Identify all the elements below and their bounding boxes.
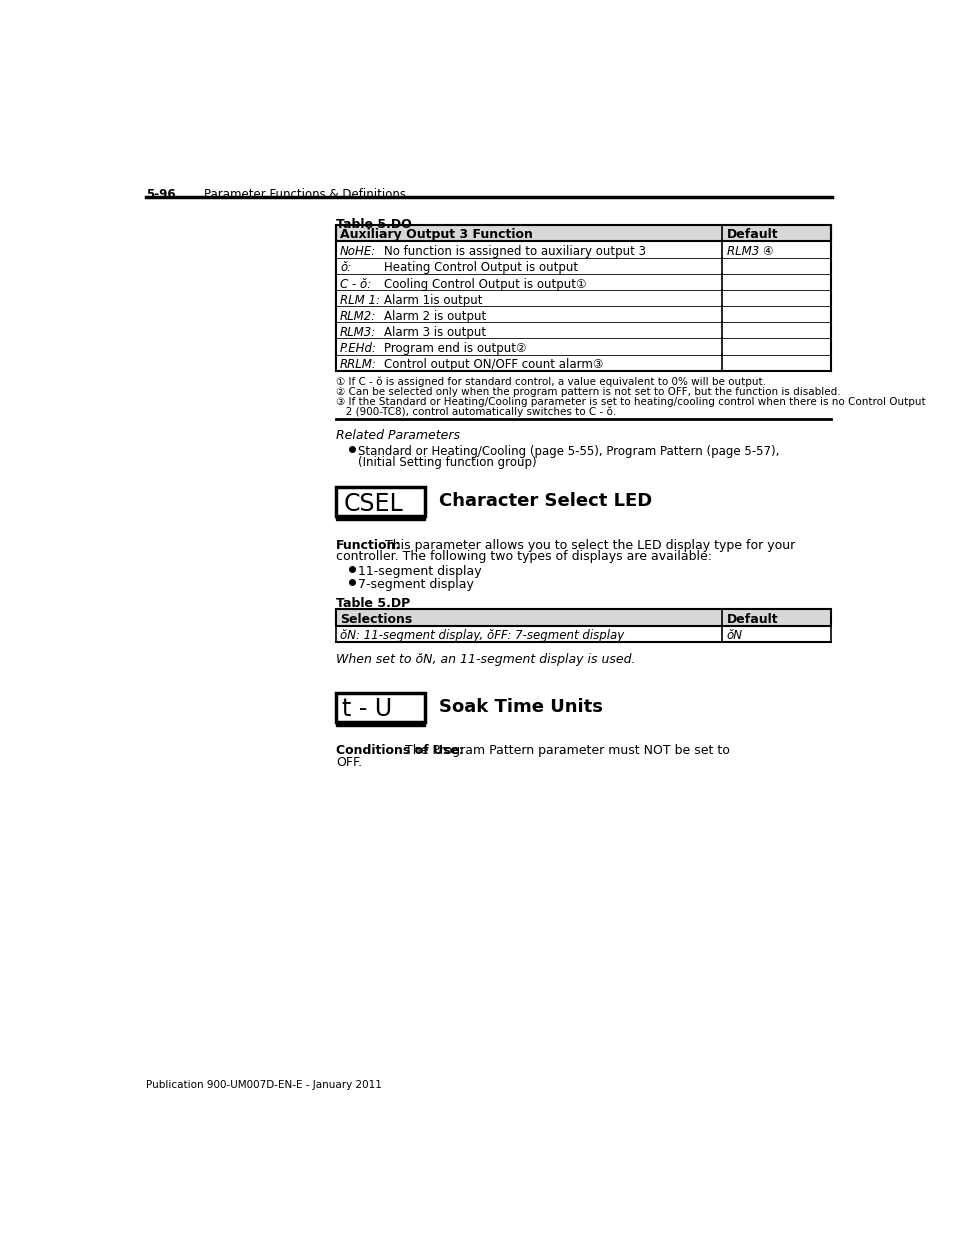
Text: Heating Control Output is output: Heating Control Output is output [384,262,578,274]
Bar [335,225,830,241]
Text: Alarm 3 is output: Alarm 3 is output [384,326,486,340]
Text: Conditions of Use:: Conditions of Use: [335,745,464,757]
Text: No function is assigned to auxiliary output 3: No function is assigned to auxiliary out… [384,246,645,258]
Bar [335,721,425,726]
Text: Character Select LED: Character Select LED [439,493,652,510]
Text: 2 (900-TC8), control automatically switches to C - ŏ.: 2 (900-TC8), control automatically switc… [335,406,616,417]
Bar [335,693,425,721]
Bar [335,487,425,516]
Text: ③ If the Standard or Heating/Cooling parameter is set to heating/cooling control: ③ If the Standard or Heating/Cooling par… [335,396,925,406]
Text: When set to ŏN, an 11-segment display is used.: When set to ŏN, an 11-segment display is… [335,652,635,666]
Text: Table 5.DO: Table 5.DO [335,217,412,231]
Text: This parameter allows you to select the LED display type for your: This parameter allows you to select the … [381,538,795,552]
Text: Publication 900-UM007D-EN-E - January 2011: Publication 900-UM007D-EN-E - January 20… [146,1079,382,1091]
Text: Related Parameters: Related Parameters [335,430,459,442]
Text: Control output ON/OFF count alarm③: Control output ON/OFF count alarm③ [384,358,603,372]
Text: ① If C - ŏ is assigned for standard control, a value equivalent to 0% will be ou: ① If C - ŏ is assigned for standard cont… [335,377,765,388]
Text: RRLM:: RRLM: [340,358,376,372]
Text: RLM3 ④: RLM3 ④ [726,246,773,258]
Text: ŏN: 11-segment display, ŏFF: 7-segment display: ŏN: 11-segment display, ŏFF: 7-segment d… [340,630,623,642]
Text: ŏ:: ŏ: [340,262,351,274]
Bar [335,609,830,626]
Text: NoHE:: NoHE: [340,246,376,258]
Text: t - U: t - U [342,698,393,721]
Text: Alarm 2 is output: Alarm 2 is output [384,310,486,322]
Text: Default: Default [726,613,778,625]
Text: Cooling Control Output is output①: Cooling Control Output is output① [384,278,586,290]
Text: Auxiliary Output 3 Function: Auxiliary Output 3 Function [340,228,533,241]
Text: Standard or Heating/Cooling (page 5-55), Program Pattern (page 5-57),: Standard or Heating/Cooling (page 5-55),… [357,445,779,458]
Text: ② Can be selected only when the program pattern is not set to OFF, but the funct: ② Can be selected only when the program … [335,387,840,396]
Text: The Program Pattern parameter must NOT be set to: The Program Pattern parameter must NOT b… [400,745,729,757]
Text: ŏN: ŏN [726,630,742,642]
Text: 11-segment display: 11-segment display [357,564,481,578]
Text: RLM2:: RLM2: [340,310,376,322]
Text: Function:: Function: [335,538,401,552]
Text: 5-96: 5-96 [146,188,175,201]
Text: Program end is output②: Program end is output② [384,342,526,356]
Text: P.EHd:: P.EHd: [340,342,376,356]
Text: RLM3:: RLM3: [340,326,376,340]
Text: Parameter Functions & Definitions: Parameter Functions & Definitions [204,188,406,201]
Text: Default: Default [726,228,778,241]
Text: C - ŏ:: C - ŏ: [340,278,371,290]
Text: Selections: Selections [340,613,412,625]
Text: Soak Time Units: Soak Time Units [439,698,602,716]
Text: Alarm 1is output: Alarm 1is output [384,294,482,306]
Text: RLM 1:: RLM 1: [340,294,379,306]
Text: Table 5.DP: Table 5.DP [335,597,410,610]
Text: CSEL: CSEL [344,492,403,516]
Bar [335,516,425,520]
Text: (Initial Setting function group): (Initial Setting function group) [357,456,536,469]
Text: OFF.: OFF. [335,756,362,768]
Text: controller. The following two types of displays are available:: controller. The following two types of d… [335,550,712,563]
Text: 7-segment display: 7-segment display [357,578,474,590]
